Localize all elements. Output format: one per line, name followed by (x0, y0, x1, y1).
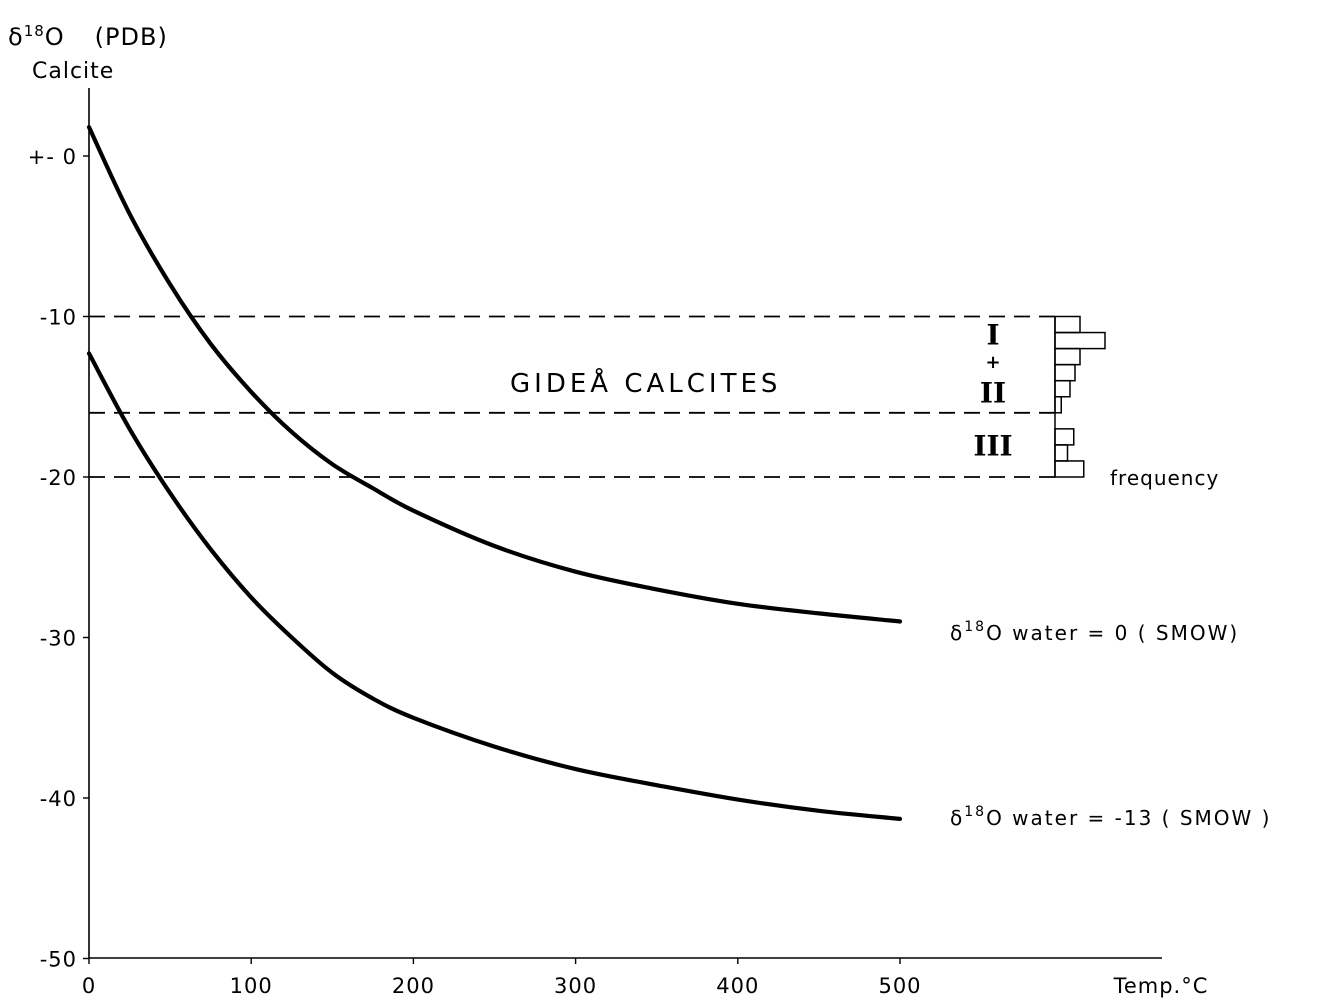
annotations: δ18O water = 0 ( SMOW) δ18O water = -13 (… (510, 319, 1271, 830)
group-label: I (986, 319, 999, 352)
axes: +- 0 -10 -20 -30 -40 -500 100 200 300 400 500 Temp.… (28, 88, 1209, 998)
histogram-bar (1054, 347, 1081, 366)
band-label: GIDEÅ CALCITES (510, 367, 781, 399)
series-label-1: δ18O water = 0 ( SMOW) (950, 619, 1239, 645)
x-axis-title: Temp.°C (1113, 974, 1209, 998)
reference-lines (89, 315, 1055, 478)
frequency-histogram (1054, 315, 1106, 478)
histogram-bar (1054, 331, 1106, 350)
group-label: + (985, 352, 1000, 373)
series-line-1 (86, 125, 903, 624)
y-tick-label: -30 (40, 627, 77, 651)
y-tick-label: -20 (40, 466, 77, 490)
group-label: III (973, 429, 1012, 462)
histogram-label: frequency (1110, 466, 1219, 490)
histogram-bar (1054, 460, 1085, 478)
x-tick-label: 300 (554, 974, 597, 998)
group-label: II (980, 376, 1006, 409)
series-line-2 (86, 351, 903, 821)
y-tick-label: -50 (40, 948, 77, 972)
x-tick-label: 100 (230, 974, 273, 998)
histogram-bar (1054, 428, 1075, 446)
y-tick-label: -40 (40, 787, 77, 811)
histogram-bar (1054, 444, 1069, 462)
x-tick-label: 200 (392, 974, 435, 998)
histogram-bar (1054, 396, 1062, 414)
y-axis-subtitle: Calcite (32, 59, 114, 84)
x-tick-label: 400 (716, 974, 759, 998)
histogram-bar (1054, 363, 1076, 382)
curves (86, 125, 903, 821)
x-tick-label: 500 (878, 974, 921, 998)
histogram-bar (1054, 379, 1071, 398)
x-tick-label: 0 (82, 974, 96, 998)
y-tick-label: -10 (40, 306, 77, 330)
histogram-bar (1054, 315, 1081, 334)
y-tick-label: +- 0 (28, 145, 77, 169)
y-axis-title: δ18O (PDB) (8, 22, 168, 51)
series-label-2: δ18O water = -13 ( SMOW ) (950, 804, 1271, 830)
